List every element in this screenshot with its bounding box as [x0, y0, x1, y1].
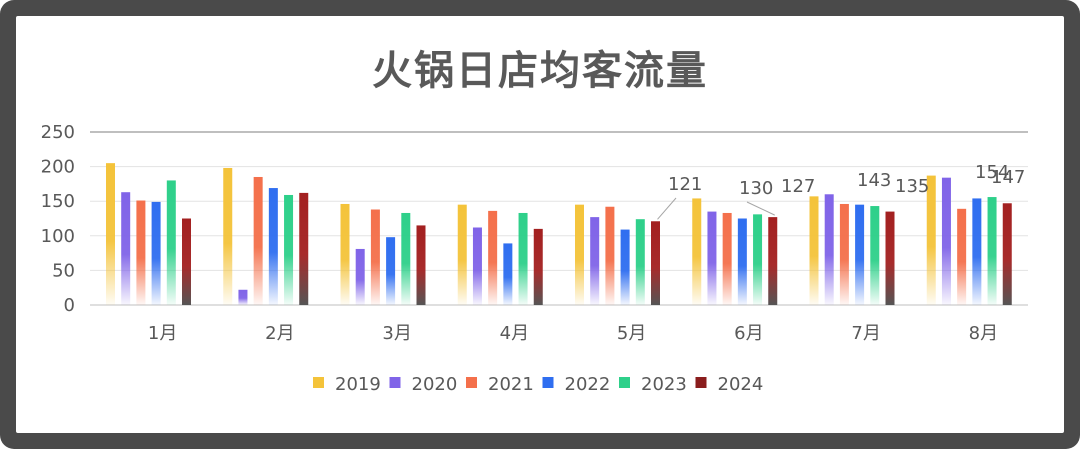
x-tick-label: 7月 [851, 323, 880, 344]
bar-2024-3 [533, 228, 543, 305]
bar-2019-5 [692, 198, 702, 305]
bar-2020-4 [590, 217, 600, 305]
y-tick-label: 250 [41, 122, 75, 143]
x-tick-label: 2月 [265, 323, 294, 344]
data-label: 121 [668, 174, 702, 195]
legend-swatch-2023 [619, 377, 630, 388]
data-label: 130 [739, 178, 773, 199]
bar-2022-2 [386, 237, 396, 305]
y-tick-label: 150 [41, 191, 75, 212]
bar-2023-6 [870, 206, 880, 305]
bar-2020-1 [238, 289, 248, 305]
bar-2022-0 [151, 201, 161, 305]
bar-2019-2 [340, 203, 350, 305]
bar-2021-5 [722, 212, 732, 305]
legend-swatch-2024 [695, 377, 707, 388]
y-axis: 0 50 100 150 200 250 [41, 122, 75, 316]
bar-2020-3 [472, 227, 482, 305]
bars [106, 163, 1012, 305]
x-axis: 1月 2月 3月 4月 5月 6月 7月 8月 [148, 323, 998, 344]
bar-2020-5 [707, 211, 717, 305]
x-tick-label: 3月 [382, 323, 411, 344]
legend-swatch-2020 [389, 377, 401, 388]
bar-2024-1 [299, 192, 309, 305]
x-tick-label: 4月 [500, 323, 529, 344]
legend-label-2019: 2019 [335, 374, 381, 395]
bar-2022-6 [855, 204, 865, 305]
bar-2020-7 [941, 177, 951, 305]
bar-2022-7 [972, 198, 982, 305]
x-tick-label: 8月 [969, 323, 998, 344]
bar-2024-7 [1002, 203, 1012, 305]
bar-2023-0 [166, 180, 176, 305]
data-label: 147 [991, 167, 1025, 188]
x-tick-label: 1月 [148, 323, 177, 344]
bar-2024-2 [416, 225, 426, 305]
bar-2021-4 [605, 206, 615, 305]
chart-title: 火锅日店均客流量 [372, 48, 708, 94]
bar-2019-6 [809, 196, 819, 305]
bar-2021-7 [957, 208, 967, 305]
bar-2021-3 [488, 210, 498, 305]
bar-2023-7 [987, 197, 997, 305]
legend-swatch-2022 [542, 377, 554, 388]
bar-2021-1 [253, 176, 263, 305]
data-label: 135 [895, 176, 929, 197]
bar-2019-3 [457, 204, 467, 305]
bar-2024-6 [885, 211, 895, 305]
legend: 2019 2020 2021 2022 2023 2024 [313, 374, 763, 395]
data-label: 127 [781, 176, 815, 197]
bar-2019-1 [223, 167, 233, 305]
legend-label-2021: 2021 [488, 374, 534, 395]
bar-2023-2 [401, 212, 411, 305]
data-label: 154 [975, 162, 1009, 183]
legend-label-2023: 2023 [641, 374, 687, 395]
legend-swatch-2019 [313, 377, 324, 388]
y-tick-label: 0 [64, 295, 75, 316]
x-tick-label: 5月 [617, 323, 646, 344]
bar-2024-0 [182, 218, 191, 305]
y-tick-label: 200 [41, 157, 75, 178]
data-label: 143 [857, 170, 891, 191]
bar-2019-0 [106, 163, 115, 305]
bar-2021-2 [370, 209, 380, 305]
bar-2022-1 [268, 188, 278, 305]
bar-2024-5 [768, 217, 778, 305]
x-tick-label: 6月 [734, 323, 763, 344]
bar-2020-6 [824, 194, 834, 305]
bar-2019-4 [575, 204, 584, 305]
bar-2022-5 [737, 218, 747, 305]
legend-swatch-2021 [466, 377, 477, 388]
bar-2023-3 [518, 212, 528, 305]
label-leader-line [657, 197, 677, 220]
bar-2019-7 [926, 175, 936, 305]
y-tick-label: 50 [52, 260, 75, 281]
legend-label-2024: 2024 [718, 374, 764, 395]
bar-2022-4 [620, 229, 630, 305]
bar-2023-1 [284, 194, 294, 305]
bar-2023-4 [635, 219, 645, 305]
bar-2020-0 [121, 192, 131, 305]
legend-label-2022: 2022 [565, 374, 611, 395]
y-tick-label: 100 [41, 226, 75, 247]
bar-2024-4 [651, 221, 660, 305]
bar-2020-2 [355, 248, 365, 305]
label-leader-line [746, 201, 775, 216]
bar-2023-5 [753, 214, 763, 305]
bar-2021-6 [839, 203, 849, 305]
bar-2022-3 [503, 243, 513, 305]
legend-label-2020: 2020 [412, 374, 458, 395]
bar-2021-0 [136, 200, 146, 305]
